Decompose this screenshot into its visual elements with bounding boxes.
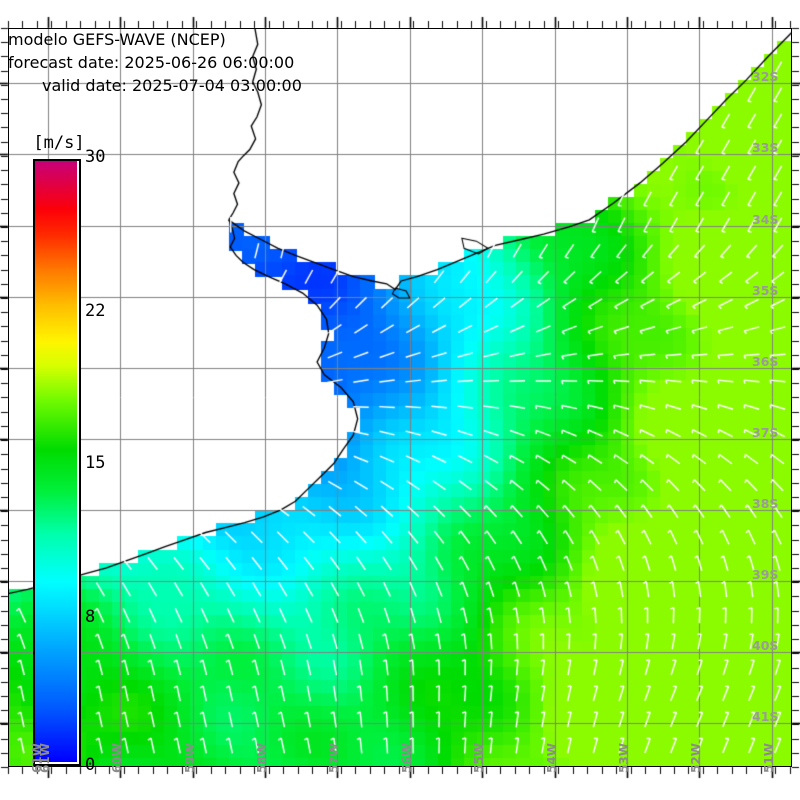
lat-label-33s: 33S [752,140,779,156]
colorbar-tick-0: 0 [85,755,96,775]
colorbar-tick-22: 22 [85,301,106,321]
lon-label-52w: 52W [689,743,704,773]
page-title: modelo GEFS-WAVE (NCEP) [8,30,226,49]
wind-speed-heatmap [8,28,792,767]
lat-label-36s: 36S [752,353,779,369]
lat-label-38s: 38S [752,495,779,511]
lon-label-55w: 55W [472,743,487,773]
valid-date-label: valid date: 2025-07-04 03:00:00 [42,76,302,95]
lat-label-40s: 40S [752,637,779,653]
lat-label-41s: 41S [752,708,779,724]
lat-label-37s: 37S [752,424,779,440]
colorbar-tick-8: 8 [85,607,96,627]
lat-label-35s: 35S [752,282,779,298]
lon-label-53w: 53W [616,743,631,773]
lat-label-34s: 34S [752,211,779,227]
colorbar-tick-30: 30 [85,147,106,167]
colorbar-tick-15: 15 [85,453,106,473]
colorbar-gradient [35,161,77,762]
colorbar-unit-label: [m/s] [33,133,85,153]
colorbar[interactable] [33,159,81,766]
lon-label-58w: 58W [254,743,269,773]
map-plot-area[interactable] [8,28,792,767]
lon-label-54w: 54W [544,743,559,773]
lon-label-57w: 57W [327,743,342,773]
lon-label-61w-left: 61W [30,743,44,773]
lon-label-60w: 60W [110,743,125,773]
lat-label-32s: 32S [752,69,779,85]
lon-label-51w: 51W [761,743,776,773]
lat-label-39s: 39S [752,566,779,582]
lon-label-56w: 56W [399,743,414,773]
forecast-date-label: forecast date: 2025-06-26 06:00:00 [8,53,295,72]
lon-label-59w: 59W [182,743,197,773]
